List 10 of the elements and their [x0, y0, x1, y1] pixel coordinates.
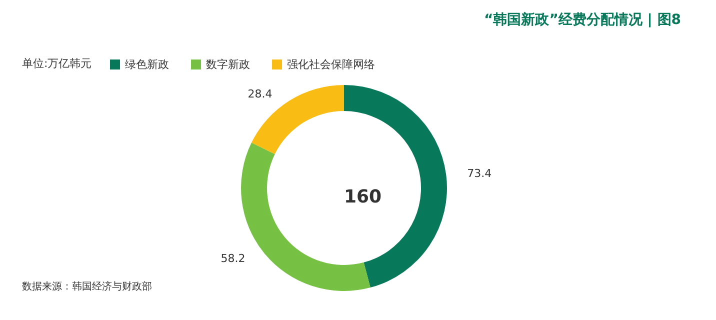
data-label: 73.4	[467, 167, 492, 180]
text: 单位:万亿韩元	[22, 57, 92, 70]
legend-label: 绿色新政	[125, 58, 169, 71]
source-note: 数据来源：韩国经济与财政部	[22, 280, 152, 292]
text: “韩国新政”经费分配情况 | 图8	[484, 11, 682, 28]
legend-label: 强化社会保障网络	[287, 58, 375, 71]
legend-label: 数字新政	[206, 58, 250, 71]
data-label: 28.4	[248, 87, 272, 100]
text: 160	[344, 186, 382, 208]
data-label: 58.2	[220, 252, 246, 265]
